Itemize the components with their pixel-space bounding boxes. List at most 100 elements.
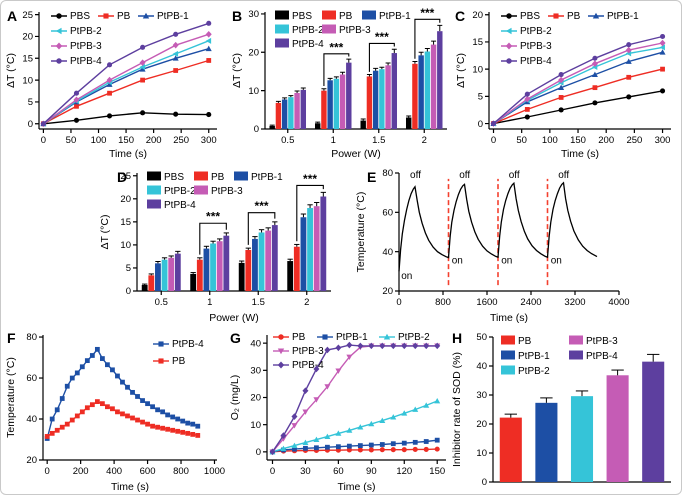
error-bar bbox=[611, 369, 624, 376]
svg-text:1: 1 bbox=[207, 297, 212, 308]
svg-text:80: 80 bbox=[26, 332, 37, 343]
bar-PtPB-1 bbox=[281, 99, 288, 129]
svg-text:***: *** bbox=[375, 30, 389, 44]
svg-text:0: 0 bbox=[256, 447, 261, 458]
svg-text:120: 120 bbox=[396, 466, 412, 477]
svg-text:PB: PB bbox=[339, 11, 353, 22]
error-bar bbox=[210, 240, 216, 244]
svg-text:0: 0 bbox=[482, 477, 487, 488]
error-bar bbox=[175, 250, 181, 254]
svg-text:20: 20 bbox=[120, 194, 131, 205]
svg-text:150: 150 bbox=[570, 135, 586, 146]
svg-text:Inhibitor rate of SOD (%): Inhibitor rate of SOD (%) bbox=[451, 352, 463, 467]
error-bar bbox=[327, 77, 333, 81]
error-bar bbox=[504, 413, 517, 418]
svg-text:***: *** bbox=[329, 40, 343, 54]
error-bar bbox=[340, 71, 346, 75]
svg-text:20: 20 bbox=[250, 393, 261, 404]
error-bar bbox=[366, 74, 372, 77]
error-bar bbox=[391, 48, 397, 54]
bar-PtPB-2 bbox=[161, 259, 168, 291]
bar-PtPB-1 bbox=[203, 248, 210, 291]
bar-PB bbox=[293, 246, 300, 291]
svg-text:PBS: PBS bbox=[520, 11, 540, 22]
error-bar bbox=[437, 24, 443, 32]
bar-PBS bbox=[238, 262, 245, 291]
svg-text:10: 10 bbox=[250, 420, 261, 431]
bar-PBS bbox=[360, 120, 366, 129]
svg-text:40: 40 bbox=[382, 247, 393, 258]
svg-text:O₂ (mg/L): O₂ (mg/L) bbox=[229, 375, 241, 421]
legend: PBS PB PtPB-1 PtPB-2 PtPB-3 PtPB-4 bbox=[147, 171, 283, 211]
svg-text:3200: 3200 bbox=[564, 297, 585, 308]
svg-text:2: 2 bbox=[304, 297, 309, 308]
svg-text:1.5: 1.5 bbox=[252, 297, 265, 308]
error-bar bbox=[142, 283, 148, 286]
significance-bracket bbox=[199, 222, 227, 255]
svg-text:25: 25 bbox=[22, 10, 33, 21]
bar-PtPB-2 bbox=[288, 97, 294, 129]
error-bar bbox=[190, 272, 196, 274]
bar-PtPB-4 bbox=[346, 62, 352, 130]
svg-text:40: 40 bbox=[26, 414, 37, 425]
bar-PtPB-1 bbox=[155, 263, 161, 291]
bars bbox=[499, 361, 665, 482]
error-bar bbox=[431, 40, 437, 45]
svg-text:PtPB-2: PtPB-2 bbox=[518, 366, 550, 377]
svg-text:Temperature (°C): Temperature (°C) bbox=[355, 192, 367, 273]
legend: PtPB-4 PB bbox=[153, 339, 204, 367]
svg-text:50: 50 bbox=[66, 135, 77, 146]
svg-text:PB: PB bbox=[518, 336, 532, 347]
svg-text:150: 150 bbox=[429, 466, 445, 477]
series-PB bbox=[44, 399, 201, 439]
temperature-cycle-curve bbox=[398, 181, 598, 272]
bar-PtPB-3 bbox=[216, 241, 223, 291]
bar-PBS bbox=[190, 273, 197, 291]
axes bbox=[485, 12, 671, 133]
svg-text:PtPB-3: PtPB-3 bbox=[339, 25, 371, 36]
series-PtPB-3 bbox=[490, 39, 666, 127]
svg-text:1600: 1600 bbox=[476, 297, 497, 308]
svg-text:300: 300 bbox=[655, 135, 671, 146]
svg-text:Time (s): Time (s) bbox=[561, 148, 599, 160]
bar-PtPB-4 bbox=[437, 31, 443, 129]
svg-text:0: 0 bbox=[491, 135, 496, 146]
svg-text:150: 150 bbox=[118, 135, 134, 146]
error-bar bbox=[265, 227, 271, 231]
error-bar bbox=[217, 238, 223, 242]
svg-text:***: *** bbox=[420, 6, 434, 20]
significance-bracket bbox=[296, 184, 324, 242]
error-bar bbox=[373, 67, 379, 71]
svg-text:PB: PB bbox=[567, 11, 581, 22]
error-bar bbox=[252, 236, 258, 239]
svg-text:Time (s): Time (s) bbox=[109, 148, 147, 160]
error-bar bbox=[321, 88, 327, 91]
svg-text:PtPB-1: PtPB-1 bbox=[251, 172, 283, 183]
bar-PtPB-2 bbox=[570, 396, 594, 482]
error-bar bbox=[540, 397, 553, 403]
error-bar bbox=[406, 115, 412, 118]
bar-PB bbox=[321, 90, 327, 129]
svg-text:0: 0 bbox=[28, 119, 33, 130]
svg-text:800: 800 bbox=[173, 466, 189, 477]
svg-text:on: on bbox=[401, 271, 412, 282]
axes bbox=[263, 335, 446, 464]
bar-PtPB-3 bbox=[430, 44, 437, 130]
error-bar bbox=[294, 90, 300, 93]
panel-d-power-bar-chart: 0 5 10 15 20 25 ΔT (°C) Power (W) 0.5 1 1.5 2 D *** **… bbox=[99, 169, 331, 324]
svg-text:off: off bbox=[410, 170, 421, 181]
svg-text:PtPB-3: PtPB-3 bbox=[70, 41, 102, 52]
svg-text:2: 2 bbox=[422, 135, 427, 146]
error-bar bbox=[360, 118, 366, 121]
svg-text:G: G bbox=[230, 330, 241, 346]
series-PB bbox=[41, 58, 212, 127]
svg-text:40: 40 bbox=[476, 361, 487, 372]
svg-text:B: B bbox=[232, 8, 242, 24]
bar-PBS bbox=[141, 285, 148, 291]
bar-PtPB-4 bbox=[391, 53, 398, 130]
bar-PBS bbox=[287, 261, 294, 291]
svg-text:200: 200 bbox=[146, 135, 162, 146]
